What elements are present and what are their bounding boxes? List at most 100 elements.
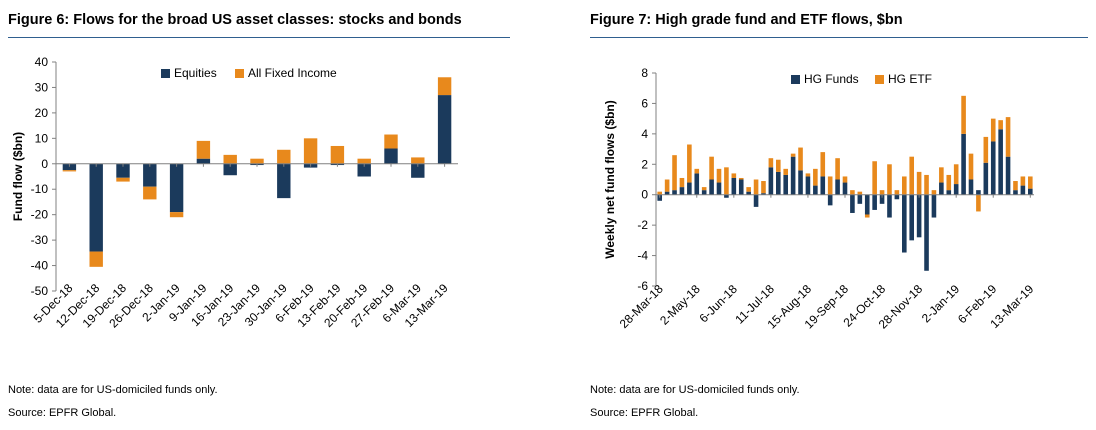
bar-hg-etf (894, 190, 900, 195)
bar-hg-funds (709, 179, 714, 195)
bar-hg-funds (835, 179, 840, 195)
bar-hg-etf (916, 171, 922, 195)
bar-hg-etf (687, 144, 692, 183)
bar-hg-etf (738, 177, 744, 180)
bar-hg-funds (790, 156, 796, 195)
bar-hg-funds (827, 194, 833, 206)
y-tick-label: -30 (31, 233, 49, 247)
bar-hg-funds (753, 194, 759, 207)
y-tick-label: 0 (641, 188, 648, 202)
y-tick-label: 8 (641, 66, 648, 80)
bar-all-fixed-income (196, 140, 211, 159)
bar-all-fixed-income (116, 177, 130, 182)
figure-6-title-rule (8, 37, 510, 38)
bar-hg-etf (857, 191, 863, 195)
bar-hg-funds (664, 191, 670, 195)
bar-hg-funds (990, 141, 996, 195)
bar-equities (223, 163, 237, 176)
bar-hg-funds (679, 187, 685, 195)
bar-hg-funds (872, 194, 877, 210)
bar-all-fixed-income (89, 251, 103, 267)
legend-label: Equities (174, 66, 217, 80)
bar-hg-etf (924, 174, 929, 195)
bar-all-fixed-income (62, 170, 77, 172)
bar-all-fixed-income (223, 154, 237, 164)
y-tick-label: 0 (41, 157, 48, 171)
bar-hg-funds (983, 162, 989, 195)
y-tick-label: 6 (641, 96, 648, 110)
y-tick-label: -6 (637, 279, 648, 293)
bar-hg-etf (968, 153, 974, 180)
bar-hg-funds (939, 182, 944, 195)
bar-hg-funds (924, 194, 929, 271)
legend-swatch (161, 69, 170, 78)
bar-hg-etf (990, 118, 996, 142)
bar-hg-funds (842, 182, 848, 195)
bar-hg-etf (1028, 176, 1033, 189)
y-axis-title: Fund flow ($bn) (11, 132, 25, 221)
bar-hg-funds (694, 173, 700, 195)
bar-equities (196, 158, 211, 164)
y-tick-label: -20 (31, 208, 49, 222)
bar-equities (116, 163, 130, 178)
bar-equities (437, 95, 452, 164)
bar-all-fixed-income (143, 186, 157, 200)
y-tick-label: 10 (35, 131, 49, 145)
bar-hg-etf (946, 174, 952, 191)
bar-hg-funds (902, 194, 907, 253)
bar-hg-etf (939, 167, 944, 183)
bar-hg-funds (731, 177, 737, 195)
bar-all-fixed-income (384, 134, 398, 149)
bar-hg-etf (850, 190, 855, 195)
bar-hg-etf (679, 177, 685, 188)
bar-equities (277, 163, 291, 199)
legend-label: All Fixed Income (248, 66, 337, 80)
bar-hg-funds (776, 171, 781, 195)
bar-hg-etf (657, 191, 663, 195)
legend-label: HG ETF (888, 72, 932, 86)
figure-7-source: Source: EPFR Global. (590, 407, 699, 419)
y-axis-title: Weekly net fund flows ($bn) (603, 100, 617, 258)
y-tick-label: 30 (35, 80, 49, 94)
bar-equities (357, 163, 371, 177)
bar-hg-etf (716, 168, 722, 183)
bar-hg-funds (953, 184, 959, 195)
bar-hg-funds (916, 194, 922, 238)
bar-equities (89, 163, 103, 252)
y-tick-label: 40 (35, 55, 49, 69)
bar-hg-etf (1005, 117, 1011, 157)
figure-6-note: Note: data are for US-domiciled funds on… (8, 384, 218, 396)
figure-6-title: Figure 6: Flows for the broad US asset c… (8, 12, 462, 28)
figure-7-title: Figure 7: High grade fund and ETF flows,… (590, 12, 903, 28)
legend-swatch (875, 75, 884, 84)
bar-hg-funds (894, 194, 900, 200)
figure-7-title-rule (590, 37, 1088, 38)
bar-hg-funds (946, 190, 952, 195)
bar-hg-etf (902, 176, 907, 195)
bar-all-fixed-income (303, 138, 318, 164)
bar-all-fixed-income (250, 158, 264, 164)
bar-hg-funds (746, 191, 751, 195)
bar-hg-funds (1020, 185, 1026, 195)
y-tick-label: 4 (641, 127, 648, 141)
legend-swatch (791, 75, 800, 84)
bar-equities (384, 148, 398, 164)
bar-hg-funds (805, 176, 811, 195)
bar-hg-funds (716, 182, 722, 195)
bar-hg-etf (701, 187, 707, 191)
bar-hg-etf (1013, 181, 1018, 191)
y-tick-label: -4 (637, 249, 648, 263)
bar-hg-etf (753, 179, 759, 195)
bar-all-fixed-income (437, 77, 452, 96)
bar-hg-etf (664, 179, 670, 192)
bar-hg-funds (813, 185, 818, 195)
bar-hg-funds (820, 176, 826, 195)
bar-hg-etf (835, 158, 840, 180)
bar-hg-funds (961, 133, 966, 195)
bar-hg-etf (761, 181, 766, 194)
bar-all-fixed-income (357, 158, 371, 164)
y-tick-label: -2 (637, 218, 648, 232)
bar-hg-etf (672, 155, 677, 191)
bar-hg-funds (887, 194, 892, 218)
bar-hg-etf (790, 153, 796, 157)
